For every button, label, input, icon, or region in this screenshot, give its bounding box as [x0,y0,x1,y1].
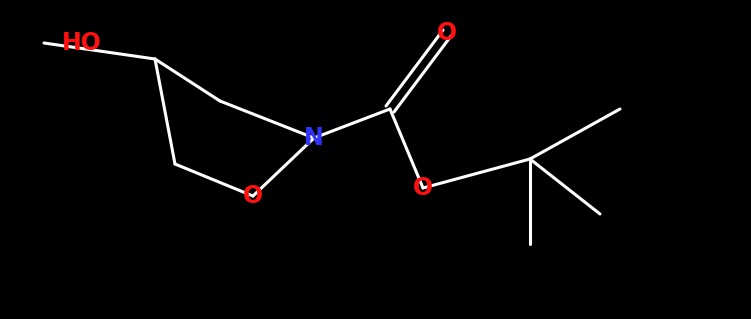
Text: O: O [413,176,433,200]
Text: HO: HO [62,31,102,55]
Text: N: N [304,126,324,150]
Text: O: O [243,184,263,208]
Text: O: O [437,21,457,45]
